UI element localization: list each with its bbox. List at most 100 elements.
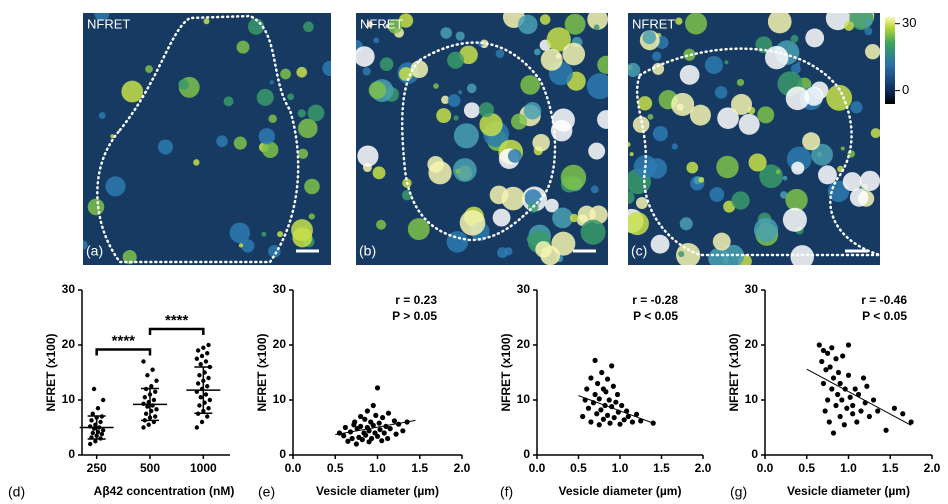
- data-point: [607, 421, 612, 426]
- image-blob: [496, 49, 505, 58]
- panel-label: (f): [500, 484, 513, 500]
- data-point: [861, 375, 866, 380]
- data-point: [828, 364, 833, 369]
- image-blob: [193, 159, 199, 165]
- image-blob: [643, 31, 656, 44]
- y-tick-label: 20: [517, 337, 531, 351]
- image-label: NFRET: [632, 16, 675, 31]
- image-blob: [354, 46, 375, 67]
- y-tick-label: 30: [273, 282, 287, 296]
- image-blob: [534, 49, 541, 56]
- x-tick-label: 1.5: [653, 461, 670, 475]
- image-blob: [871, 128, 881, 138]
- image-blob: [467, 84, 477, 94]
- image-blob: [791, 162, 804, 175]
- data-point: [201, 346, 205, 350]
- image-blob: [261, 232, 266, 237]
- figure: NFRET(a)NFRET(b)NFRET(c)0300102030NFRET …: [0, 0, 948, 504]
- image-blob: [671, 93, 694, 116]
- image-blob: [802, 132, 820, 150]
- image-blob: [565, 14, 586, 35]
- image-blob: [230, 223, 251, 244]
- image-blob: [303, 22, 314, 33]
- image-blob: [448, 94, 461, 107]
- image-blob: [428, 161, 451, 184]
- data-point: [829, 345, 834, 350]
- image-blob: [234, 137, 247, 150]
- image-blob: [145, 65, 153, 73]
- x-tick-label: 1.5: [882, 461, 899, 475]
- y-tick-label: 10: [62, 392, 76, 406]
- image-blob: [570, 214, 579, 223]
- data-point: [200, 420, 204, 424]
- image-blob: [630, 152, 634, 156]
- data-point: [204, 359, 208, 363]
- data-point: [205, 351, 209, 355]
- image-blob: [298, 109, 306, 117]
- image-blob: [790, 245, 814, 269]
- data-point: [88, 442, 92, 446]
- data-point: [199, 362, 203, 366]
- data-point: [393, 432, 398, 437]
- stat-label: r = -0.28: [632, 293, 678, 307]
- data-point: [379, 438, 384, 443]
- data-point: [350, 436, 355, 441]
- image-blob: [121, 81, 143, 103]
- image-blob: [765, 46, 788, 69]
- image-blob: [322, 61, 337, 76]
- y-tick-label: 20: [745, 337, 759, 351]
- image-blob: [216, 135, 228, 147]
- x-tick-label: 0.5: [327, 461, 344, 475]
- data-point: [197, 373, 201, 377]
- data-point: [206, 343, 210, 347]
- panel-label: (e): [258, 484, 275, 500]
- data-point: [831, 375, 836, 380]
- data-point: [197, 403, 201, 407]
- image-blob: [626, 63, 640, 77]
- data-point: [141, 425, 145, 429]
- data-point: [817, 342, 822, 347]
- data-point: [375, 434, 380, 439]
- data-point: [617, 422, 622, 427]
- data-point: [98, 420, 102, 424]
- data-point: [380, 415, 385, 420]
- x-tick-label: 1000: [190, 461, 217, 475]
- image-blob: [622, 191, 635, 204]
- data-point: [831, 430, 836, 435]
- data-point: [827, 419, 832, 424]
- panel-label: (b): [359, 243, 376, 259]
- data-point: [607, 397, 612, 402]
- data-point: [154, 407, 158, 411]
- image-blob: [710, 187, 725, 202]
- image-blob: [731, 191, 749, 209]
- image-blob: [373, 166, 386, 179]
- data-point: [846, 342, 851, 347]
- data-point: [825, 397, 830, 402]
- image-blob: [796, 62, 800, 66]
- image-blob: [178, 79, 189, 90]
- image-blob: [535, 241, 552, 258]
- colorbar: [885, 17, 895, 104]
- x-tick-label: 500: [140, 461, 160, 475]
- data-point: [883, 428, 888, 433]
- data-point: [612, 415, 617, 420]
- image-blob: [541, 49, 563, 71]
- data-point: [101, 398, 105, 402]
- image-blob: [818, 165, 837, 184]
- data-point: [871, 397, 876, 402]
- y-tick-label: 10: [745, 392, 759, 406]
- data-point: [101, 428, 105, 432]
- image-blob: [257, 89, 274, 106]
- image-blob: [287, 93, 294, 100]
- image-blob: [652, 52, 661, 61]
- image-blob: [204, 18, 210, 24]
- data-point: [875, 408, 880, 413]
- image-blob: [587, 73, 613, 99]
- x-axis-label: Vesicle diameter (µm): [559, 484, 682, 498]
- x-tick-label: 2.0: [924, 461, 941, 475]
- data-point: [205, 384, 209, 388]
- data-point: [615, 392, 620, 397]
- image-blob: [675, 17, 682, 24]
- data-point: [594, 411, 599, 416]
- data-point: [619, 403, 624, 408]
